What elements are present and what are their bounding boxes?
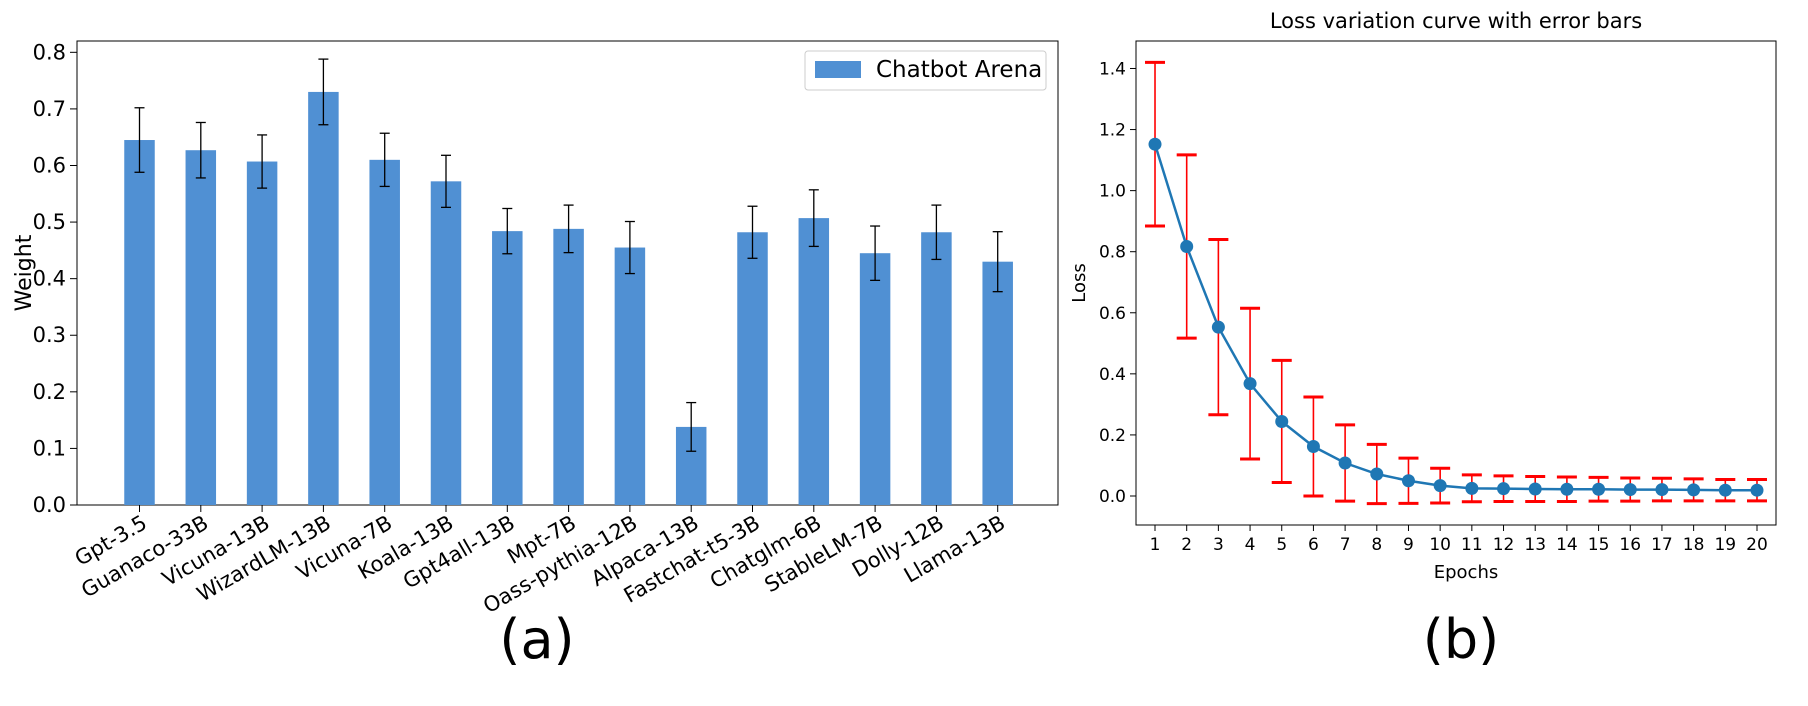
y-tick-label-b: 0.6 (1099, 304, 1126, 324)
loss-point (1275, 414, 1289, 428)
y-tick-label-a: 0.0 (33, 493, 66, 517)
x-tick-label-b: 13 (1524, 535, 1546, 555)
bar-gpt-3.5 (124, 140, 155, 505)
loss-point (1528, 482, 1542, 496)
y-tick-label-a: 0.8 (33, 40, 66, 64)
bar-dolly-12b (921, 232, 952, 505)
x-tick-label-b: 4 (1245, 535, 1256, 555)
loss-line (1153, 143, 1757, 492)
y-tick-label-a: 0.4 (33, 267, 66, 291)
bar-stablelm-7b (859, 253, 891, 505)
y-tick-label-b: 1.2 (1099, 121, 1126, 141)
legend-swatch-chatbot-arena (815, 61, 861, 78)
x-tick-label-b: 19 (1714, 535, 1736, 555)
loss-point (1243, 377, 1257, 391)
loss-point (1718, 483, 1732, 497)
x-tick-label-b: 11 (1461, 535, 1483, 555)
x-tick-label-b: 17 (1651, 535, 1673, 555)
loss-point (1560, 482, 1574, 496)
y-tick-label-a: 0.2 (33, 380, 66, 404)
bar-mpt-7b (553, 228, 584, 506)
loss-point (1401, 474, 1415, 488)
bar-koala-13b (430, 181, 462, 505)
x-tick-label-b: 15 (1588, 535, 1610, 555)
loss-point (1687, 483, 1701, 497)
y-tick-label-b: 1.0 (1099, 182, 1126, 202)
panel-label-a: (a) (499, 608, 574, 671)
x-tick-label-b: 1 (1150, 535, 1161, 555)
y-tick-label-b: 0.8 (1099, 243, 1126, 263)
plot-frame-b (1135, 40, 1777, 526)
x-tick-label-b: 8 (1371, 535, 1382, 555)
loss-point (1623, 483, 1637, 497)
loss-point (1370, 467, 1384, 481)
bar-oass-pythia-12b (614, 247, 646, 505)
y-tick-label-b: 0.4 (1099, 365, 1126, 385)
y-tick-label-b: 0.2 (1099, 426, 1126, 446)
loss-point (1306, 440, 1320, 454)
y-tick-label-a: 0.3 (33, 323, 66, 347)
panel-label-b: (b) (1423, 608, 1499, 671)
chart-title-b: Loss variation curve with error bars (1270, 9, 1642, 33)
x-tick-label-b: 14 (1556, 535, 1578, 555)
x-tick-label-b: 2 (1181, 535, 1192, 555)
y-tick-label-a: 0.5 (33, 210, 66, 234)
bar-guanaco-33b (185, 150, 217, 505)
panel-a-bar-chart: Weight Chatbot Arena (a) 0.0 0.1 0.2 0.3 0.4… (12, 40, 1059, 671)
y-axis-label-a: Weight (12, 234, 37, 311)
loss-point (1750, 483, 1764, 497)
y-tick-label-a: 0.6 (33, 153, 66, 177)
x-tick-label-b: 5 (1276, 535, 1287, 555)
bar-vicuna-13b (246, 161, 278, 505)
loss-point (1338, 456, 1352, 470)
loss-point (1655, 483, 1669, 497)
loss-point (1465, 481, 1479, 495)
y-axis-label-b: Loss (1069, 263, 1090, 302)
x-tick-label-b: 9 (1403, 535, 1414, 555)
x-tick-label-b: 16 (1619, 535, 1641, 555)
bar-chatglm-6b (798, 218, 830, 506)
x-axis-label-b: Epochs (1434, 562, 1499, 583)
x-tick-label-b: 10 (1429, 535, 1451, 555)
y-tick-label-b: 0.0 (1099, 487, 1126, 507)
bar-vicuna-7b (369, 159, 400, 505)
bar-fastchat-t5-3b (737, 232, 768, 505)
y-tick-label-a: 0.7 (33, 97, 66, 121)
loss-point (1592, 482, 1606, 496)
bar-wizardlm-13b (308, 91, 339, 506)
legend-box (804, 50, 1047, 91)
loss-point (1497, 482, 1511, 496)
x-tick-label-b: 12 (1493, 535, 1515, 555)
legend-label-chatbot-arena: Chatbot Arena (876, 57, 1042, 83)
loss-point (1148, 137, 1162, 151)
legend-a: Chatbot Arena (804, 50, 1047, 91)
loss-point (1211, 320, 1225, 334)
x-tick-label-b: 6 (1308, 535, 1319, 555)
x-tick-label-b: 3 (1213, 535, 1224, 555)
loss-point (1433, 479, 1447, 493)
y-tick-label-b: 1.4 (1099, 59, 1126, 79)
x-tick-label-b: 20 (1746, 535, 1768, 555)
x-tick-label-b: 7 (1340, 535, 1351, 555)
bar-llama-13b (982, 261, 1013, 505)
panel-b-line-chart: Loss variation curve with error bars Epo… (1069, 9, 1777, 671)
loss-point (1180, 240, 1194, 254)
y-tick-label-a: 0.1 (33, 436, 66, 460)
bar-gpt4all-13b (492, 231, 523, 505)
x-tick-label-b: 18 (1683, 535, 1705, 555)
